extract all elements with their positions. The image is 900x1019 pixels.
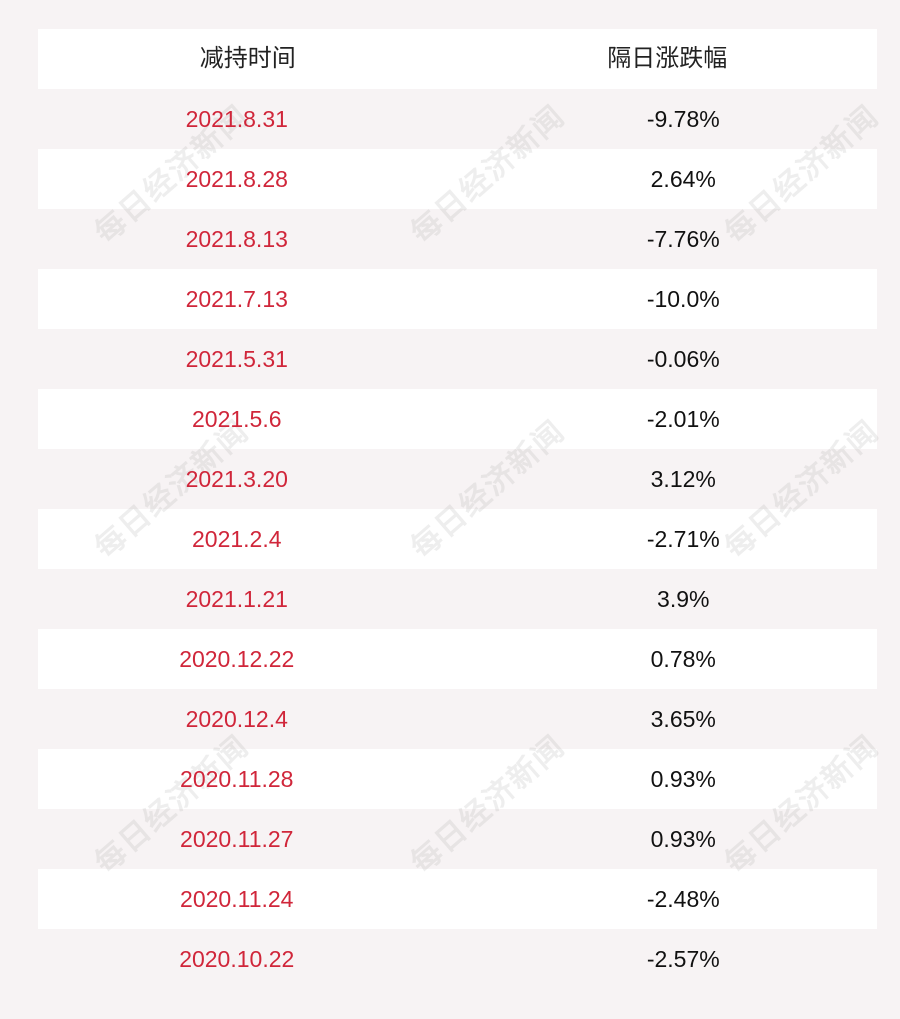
table-row: 2021.3.20 3.12% bbox=[38, 449, 877, 509]
change-cell: -10.0% bbox=[646, 286, 720, 312]
table-row: 2020.11.27 0.93% bbox=[38, 809, 877, 869]
date-cell: 2021.5.6 bbox=[191, 406, 282, 432]
table-row: 2021.2.4 -2.71% bbox=[38, 509, 877, 569]
table-row: 2020.12.22 0.78% bbox=[38, 629, 877, 689]
date-cell: 2020.12.4 bbox=[185, 706, 288, 732]
change-cell: 0.93% bbox=[650, 766, 716, 792]
change-cell: -7.76% bbox=[646, 226, 720, 252]
change-cell: -2.01% bbox=[646, 406, 720, 432]
change-cell: -2.48% bbox=[646, 886, 720, 912]
date-cell: 2021.7.13 bbox=[185, 286, 288, 312]
change-cell: -0.06% bbox=[646, 346, 720, 372]
change-cell: -2.71% bbox=[646, 526, 720, 552]
table-row: 2021.8.31 -9.78% bbox=[38, 89, 877, 149]
table-row: 2021.8.28 2.64% bbox=[38, 149, 877, 209]
change-cell: 0.78% bbox=[650, 646, 716, 672]
change-cell: 3.12% bbox=[650, 466, 716, 492]
date-cell: 2020.11.28 bbox=[180, 766, 294, 792]
change-cell: 2.64% bbox=[650, 166, 716, 192]
reduction-table: 减持时间 隔日涨跌幅 2021.8.31 -9.78% 2021.8.28 2.64%… bbox=[38, 29, 877, 989]
date-cell: 2021.8.13 bbox=[185, 226, 288, 252]
table-header-row: 减持时间 隔日涨跌幅 bbox=[38, 29, 877, 89]
table-row: 2020.12.4 3.65% bbox=[38, 689, 877, 749]
change-cell: -2.57% bbox=[646, 946, 720, 972]
date-cell: 2020.11.24 bbox=[180, 886, 294, 912]
table-row: 2021.5.31 -0.06% bbox=[38, 329, 877, 389]
table-body: 2021.8.31 -9.78% 2021.8.28 2.64% 2021.8.13 -7… bbox=[38, 89, 877, 989]
date-cell: 2021.2.4 bbox=[191, 526, 282, 552]
change-cell: 0.93% bbox=[650, 826, 716, 852]
date-cell: 2020.12.22 bbox=[179, 646, 295, 672]
table-row: 2021.7.13 -10.0% bbox=[38, 269, 877, 329]
header-date: 减持时间 bbox=[199, 45, 296, 72]
date-cell: 2021.1.21 bbox=[185, 586, 288, 612]
header-change: 隔日涨跌幅 bbox=[607, 45, 728, 72]
date-cell: 2020.11.27 bbox=[180, 826, 294, 852]
change-cell: 3.9% bbox=[657, 586, 710, 612]
table-row: 2020.11.28 0.93% bbox=[38, 749, 877, 809]
table-row: 2021.5.6 -2.01% bbox=[38, 389, 877, 449]
date-cell: 2021.8.28 bbox=[185, 166, 288, 192]
change-cell: 3.65% bbox=[650, 706, 716, 732]
date-cell: 2021.3.20 bbox=[185, 466, 288, 492]
table-row: 2021.1.21 3.9% bbox=[38, 569, 877, 629]
date-cell: 2021.8.31 bbox=[185, 106, 288, 132]
date-cell: 2021.5.31 bbox=[185, 346, 288, 372]
table-row: 2020.11.24 -2.48% bbox=[38, 869, 877, 929]
table-row: 2021.8.13 -7.76% bbox=[38, 209, 877, 269]
change-cell: -9.78% bbox=[646, 106, 720, 132]
table-row: 2020.10.22 -2.57% bbox=[38, 929, 877, 989]
date-cell: 2020.10.22 bbox=[179, 946, 295, 972]
